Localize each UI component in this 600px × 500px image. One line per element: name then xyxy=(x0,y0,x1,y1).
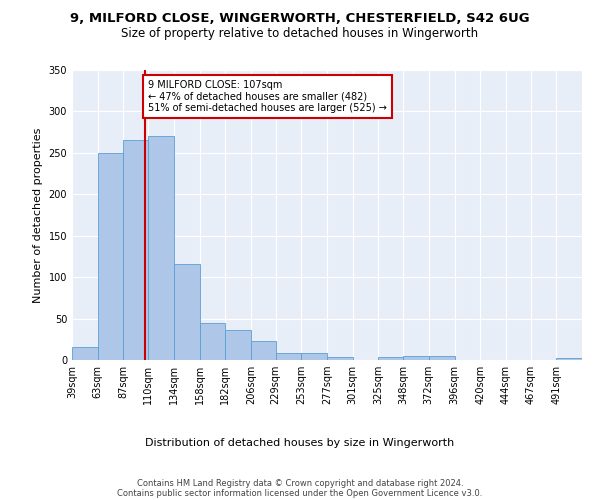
Bar xyxy=(148,136,174,360)
Bar xyxy=(225,330,251,360)
Bar xyxy=(327,356,353,360)
Text: Contains HM Land Registry data © Crown copyright and database right 2024.: Contains HM Land Registry data © Crown c… xyxy=(137,478,463,488)
Bar xyxy=(174,264,199,360)
Text: 9 MILFORD CLOSE: 107sqm
← 47% of detached houses are smaller (482)
51% of semi-d: 9 MILFORD CLOSE: 107sqm ← 47% of detache… xyxy=(148,80,387,113)
Text: Contains public sector information licensed under the Open Government Licence v3: Contains public sector information licen… xyxy=(118,488,482,498)
Bar xyxy=(251,341,275,360)
Text: Distribution of detached houses by size in Wingerworth: Distribution of detached houses by size … xyxy=(145,438,455,448)
Bar xyxy=(199,322,225,360)
Bar xyxy=(301,352,327,360)
Y-axis label: Number of detached properties: Number of detached properties xyxy=(33,128,43,302)
Bar xyxy=(379,356,403,360)
Bar xyxy=(98,153,124,360)
Bar xyxy=(72,346,98,360)
Bar xyxy=(275,352,301,360)
Text: 9, MILFORD CLOSE, WINGERWORTH, CHESTERFIELD, S42 6UG: 9, MILFORD CLOSE, WINGERWORTH, CHESTERFI… xyxy=(70,12,530,26)
Text: Size of property relative to detached houses in Wingerworth: Size of property relative to detached ho… xyxy=(121,28,479,40)
Bar xyxy=(403,356,429,360)
Bar xyxy=(556,358,582,360)
Bar xyxy=(124,140,148,360)
Bar xyxy=(429,356,455,360)
